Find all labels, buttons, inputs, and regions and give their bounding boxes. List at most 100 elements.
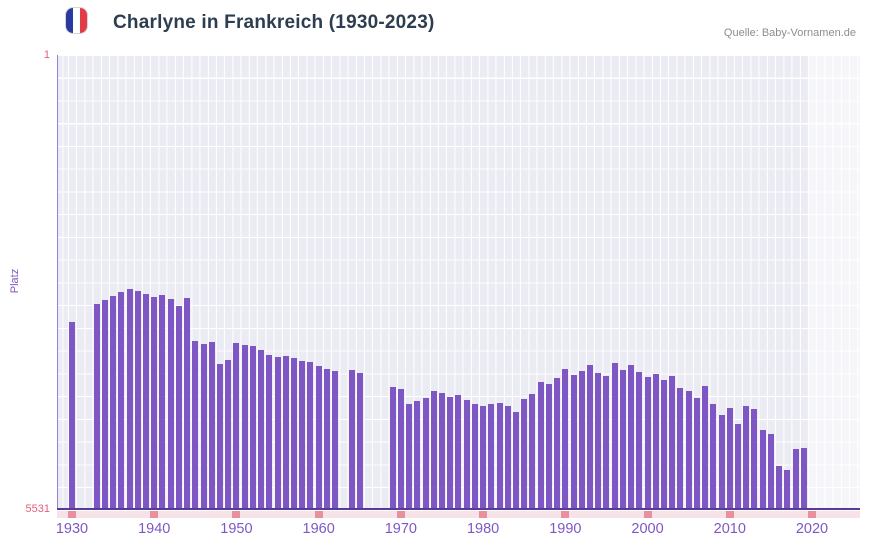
- bar-2007[interactable]: [702, 385, 709, 510]
- bar-1973[interactable]: [422, 398, 429, 510]
- bar-1986[interactable]: [529, 393, 536, 510]
- bar-1976[interactable]: [447, 397, 454, 510]
- bar-1985[interactable]: [521, 398, 528, 510]
- bar-1939[interactable]: [142, 294, 149, 510]
- bar-1990[interactable]: [562, 369, 569, 510]
- bar-2016[interactable]: [776, 465, 783, 510]
- bar-2008[interactable]: [710, 403, 717, 510]
- bar-1989[interactable]: [554, 378, 561, 510]
- bar-2019[interactable]: [800, 448, 807, 510]
- bar-1980[interactable]: [480, 406, 487, 510]
- y-axis-title: Platz: [9, 268, 21, 294]
- bar-1987[interactable]: [537, 381, 544, 510]
- bar-1984[interactable]: [512, 412, 519, 510]
- bar-1974[interactable]: [430, 390, 437, 510]
- bar-1957[interactable]: [290, 357, 297, 510]
- bar-2009[interactable]: [718, 415, 725, 510]
- x-tick-1940: 1940: [138, 521, 171, 537]
- bar-1956[interactable]: [282, 356, 289, 510]
- bar-2001[interactable]: [652, 374, 659, 510]
- decade-mark: [479, 511, 488, 518]
- bar-1950[interactable]: [233, 342, 240, 510]
- bar-1951[interactable]: [241, 345, 248, 510]
- bar-1930[interactable]: [69, 322, 75, 510]
- source-link[interactable]: Quelle: Baby-Vornamen.de: [723, 27, 856, 39]
- bar-2015[interactable]: [767, 434, 774, 510]
- bar-2003[interactable]: [669, 375, 676, 510]
- bar-1993[interactable]: [586, 365, 593, 510]
- bar-1965[interactable]: [356, 373, 363, 510]
- bar-2018[interactable]: [792, 449, 799, 510]
- bar-1938[interactable]: [134, 291, 141, 510]
- bar-2006[interactable]: [693, 398, 700, 510]
- bar-1977[interactable]: [455, 394, 462, 510]
- bar-1964[interactable]: [348, 370, 355, 510]
- bar-1958[interactable]: [299, 361, 306, 510]
- bar-1945[interactable]: [192, 341, 199, 510]
- flag-blue-stripe: [66, 8, 73, 33]
- bar-1944[interactable]: [184, 297, 191, 510]
- x-tick-1930: 1930: [55, 521, 89, 537]
- bar-2014[interactable]: [759, 430, 766, 510]
- bar-1983[interactable]: [504, 406, 511, 510]
- x-tick-1990: 1990: [549, 521, 582, 537]
- decade-mark: [643, 511, 652, 518]
- bar-1994[interactable]: [595, 373, 602, 510]
- bar-1953[interactable]: [258, 350, 265, 510]
- bar-1955[interactable]: [274, 356, 281, 510]
- flag-white-stripe: [73, 8, 80, 33]
- bar-1979[interactable]: [471, 403, 478, 510]
- bar-1997[interactable]: [619, 370, 626, 510]
- bar-1948[interactable]: [216, 364, 223, 510]
- bar-1960[interactable]: [315, 365, 322, 510]
- bar-1942[interactable]: [167, 299, 174, 510]
- bar-1995[interactable]: [603, 375, 610, 510]
- bar-2011[interactable]: [734, 424, 741, 510]
- x-axis-line: [57, 508, 860, 510]
- bar-1988[interactable]: [545, 384, 552, 510]
- bar-1947[interactable]: [208, 342, 215, 510]
- bar-1970[interactable]: [397, 389, 404, 510]
- bar-1952[interactable]: [249, 346, 256, 510]
- bar-1981[interactable]: [488, 403, 495, 510]
- bar-1982[interactable]: [496, 403, 503, 510]
- bar-1962[interactable]: [332, 370, 339, 510]
- bar-1940[interactable]: [151, 296, 158, 510]
- bar-1936[interactable]: [118, 291, 125, 510]
- bar-1972[interactable]: [414, 401, 421, 510]
- bar-1996[interactable]: [611, 362, 618, 510]
- bar-1998[interactable]: [628, 365, 635, 510]
- bar-2013[interactable]: [751, 408, 758, 510]
- bar-2017[interactable]: [784, 469, 791, 510]
- bar-2004[interactable]: [677, 388, 684, 510]
- x-tick-1960: 1960: [302, 521, 335, 537]
- x-tick-1950: 1950: [220, 521, 253, 537]
- bar-1941[interactable]: [159, 295, 166, 510]
- bar-1999[interactable]: [636, 371, 643, 510]
- bar-1991[interactable]: [570, 375, 577, 510]
- x-tick-2010: 2010: [713, 521, 746, 537]
- bar-1954[interactable]: [266, 355, 273, 510]
- decade-mark: [396, 511, 405, 518]
- bar-1961[interactable]: [323, 369, 330, 510]
- bar-1935[interactable]: [110, 296, 117, 510]
- bar-1992[interactable]: [578, 370, 585, 510]
- bar-1949[interactable]: [225, 360, 232, 510]
- bar-1934[interactable]: [101, 300, 108, 510]
- bar-1937[interactable]: [126, 288, 133, 510]
- y-tick-bottom: 5531: [25, 503, 50, 515]
- bar-1969[interactable]: [389, 386, 396, 510]
- bar-1971[interactable]: [406, 403, 413, 510]
- bar-2005[interactable]: [685, 390, 692, 510]
- bar-1933[interactable]: [93, 304, 100, 510]
- bar-1946[interactable]: [200, 343, 207, 510]
- bar-2000[interactable]: [644, 376, 651, 510]
- bar-2002[interactable]: [660, 379, 667, 510]
- bar-1978[interactable]: [463, 399, 470, 510]
- bar-1959[interactable]: [307, 361, 314, 510]
- bar-1975[interactable]: [438, 393, 445, 510]
- bar-2012[interactable]: [743, 406, 750, 510]
- bar-1943[interactable]: [175, 305, 182, 510]
- bar-2010[interactable]: [726, 407, 733, 510]
